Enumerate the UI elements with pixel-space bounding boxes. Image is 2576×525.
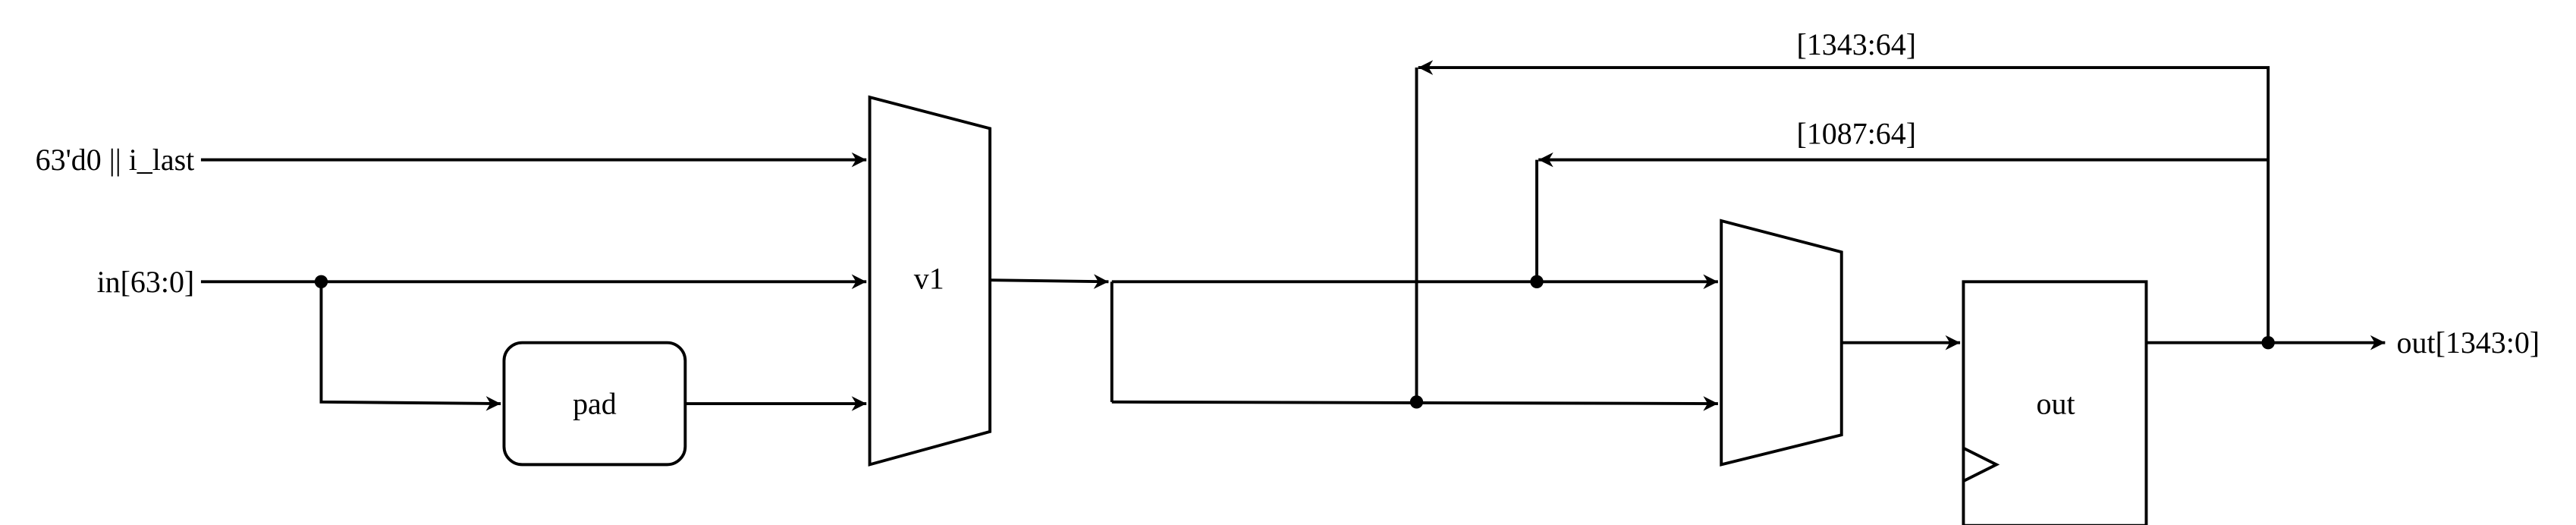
mux-v1 [868,95,992,467]
feedback-label-lower: [1087:64] [1797,116,1917,150]
register-out [1962,280,2148,525]
register-out-label: out [2037,387,2075,421]
wire-v1-out [990,274,1109,289]
wire-in-to-pad [319,281,501,411]
junction-feedback-upper [1409,395,1424,409]
clock-icon [1962,446,2000,483]
mux-2 [1720,218,1843,467]
output-label: out[1343:0] [2397,325,2540,360]
input-label-last: 63'd0 || i_last [36,143,195,177]
mux-v1-label: v1 [914,261,944,295]
junction-in [314,275,328,289]
junction-feedback-lower [1530,275,1544,289]
wire-feedback-upper [1418,60,2270,343]
junction-output [2261,335,2275,350]
feedback-label-upper: [1343:64] [1797,27,1917,61]
pad-label: pad [573,387,617,421]
input-label-data: in[63:0] [97,265,195,299]
